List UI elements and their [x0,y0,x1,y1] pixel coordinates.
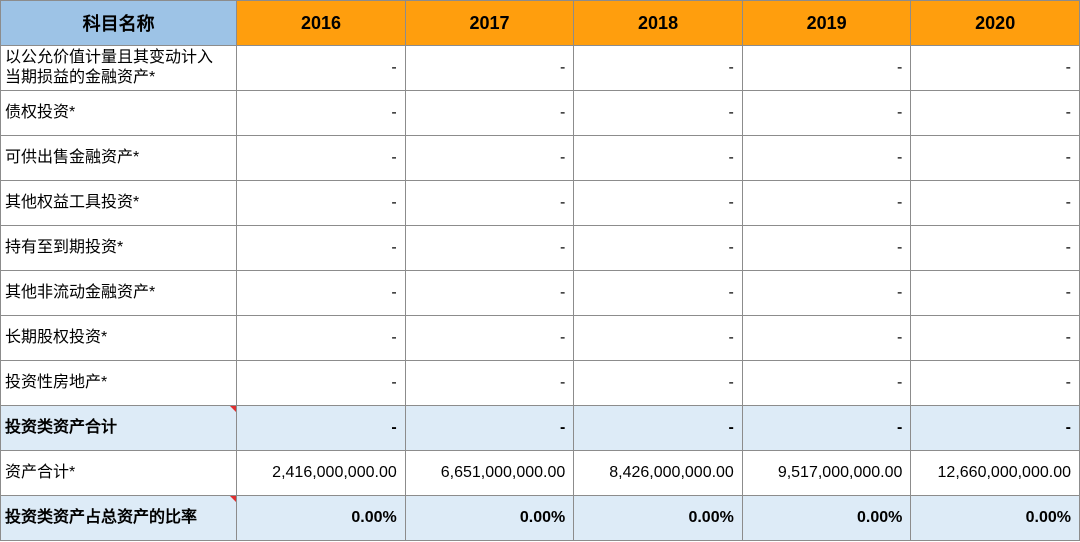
row-label-cell[interactable]: 资产合计* [0,450,238,496]
value-cell[interactable]: 12,660,000,000.00 [910,450,1080,496]
value-cell[interactable]: 0.00% [741,495,912,541]
value-cell[interactable]: - [741,225,912,271]
value-cell[interactable]: - [573,225,743,271]
value-cell[interactable]: - [404,405,575,451]
value-cell[interactable]: - [741,180,912,226]
row-label-text: 投资类资产合计 [5,419,118,436]
value-cell[interactable]: - [404,360,575,406]
row-label-cell[interactable]: 可供出售金融资产* [0,135,238,181]
row-label-cell[interactable]: 投资性房地产* [0,360,238,406]
value-cell[interactable]: - [573,45,743,91]
value-cell[interactable]: - [741,45,912,91]
value-cell[interactable]: - [741,360,912,406]
table-row: 以公允价值计量且其变动计入当期损益的金融资产* - - - - - [0,45,1080,91]
header-cell-year[interactable]: 2018 [573,0,743,46]
value-cell[interactable]: - [573,90,743,136]
row-label-cell[interactable]: 投资类资产合计 [0,405,238,451]
header-cell-year[interactable]: 2020 [910,0,1080,46]
value-cell[interactable]: - [910,315,1080,361]
row-label-cell[interactable]: 长期股权投资* [0,315,238,361]
header-cell-name[interactable]: 科目名称 [0,0,238,46]
comment-marker-icon[interactable] [230,406,236,412]
value-cell[interactable]: 0.00% [236,495,406,541]
value-cell[interactable]: - [573,270,743,316]
value-cell[interactable]: - [404,315,575,361]
header-cell-year[interactable]: 2016 [236,0,406,46]
value-cell[interactable]: - [910,360,1080,406]
value-cell[interactable]: - [573,135,743,181]
value-cell[interactable]: - [404,270,575,316]
value-cell[interactable]: 0.00% [404,495,575,541]
table-row: 长期股权投资* - - - - - [0,315,1080,361]
value-cell[interactable]: - [573,360,743,406]
table-row: 其他权益工具投资* - - - - - [0,180,1080,226]
value-cell[interactable]: - [236,225,406,271]
value-cell[interactable]: - [404,225,575,271]
value-cell[interactable]: - [741,315,912,361]
header-cell-year[interactable]: 2017 [404,0,575,46]
value-cell[interactable]: - [910,270,1080,316]
value-cell[interactable]: - [741,270,912,316]
row-label-cell[interactable]: 其他非流动金融资产* [0,270,238,316]
value-cell[interactable]: - [236,270,406,316]
row-label-cell[interactable]: 投资类资产占总资产的比率 [0,495,238,541]
value-cell[interactable]: - [236,315,406,361]
value-cell[interactable]: - [404,135,575,181]
value-cell[interactable]: 6,651,000,000.00 [404,450,575,496]
value-cell[interactable]: - [404,180,575,226]
value-cell[interactable]: - [236,180,406,226]
ratio-row: 投资类资产占总资产的比率 0.00% 0.00% 0.00% 0.00% 0.0… [0,495,1080,541]
header-cell-year[interactable]: 2019 [741,0,912,46]
value-cell[interactable]: - [741,90,912,136]
value-cell[interactable]: - [404,45,575,91]
value-cell[interactable]: - [236,45,406,91]
row-label-cell[interactable]: 以公允价值计量且其变动计入当期损益的金融资产* [0,45,238,91]
table-row: 资产合计* 2,416,000,000.00 6,651,000,000.00 … [0,450,1080,496]
table-row: 持有至到期投资* - - - - - [0,225,1080,271]
table-row: 投资性房地产* - - - - - [0,360,1080,406]
value-cell[interactable]: - [404,90,575,136]
value-cell[interactable]: - [236,135,406,181]
row-label-text: 投资类资产占总资产的比率 [5,509,198,526]
value-cell[interactable]: - [236,360,406,406]
value-cell[interactable]: - [910,225,1080,271]
value-cell[interactable]: 8,426,000,000.00 [573,450,743,496]
value-cell[interactable]: - [910,405,1080,451]
table-row: 其他非流动金融资产* - - - - - [0,270,1080,316]
value-cell[interactable]: - [236,90,406,136]
value-cell[interactable]: - [573,405,743,451]
value-cell[interactable]: - [741,405,912,451]
table-row: 债权投资* - - - - - [0,90,1080,136]
value-cell[interactable]: - [910,135,1080,181]
value-cell[interactable]: - [910,180,1080,226]
value-cell[interactable]: 9,517,000,000.00 [741,450,912,496]
row-label-cell[interactable]: 持有至到期投资* [0,225,238,271]
value-cell[interactable]: - [236,405,406,451]
header-row: 科目名称 2016 2017 2018 2019 2020 [0,0,1080,46]
value-cell[interactable]: 0.00% [910,495,1080,541]
value-cell[interactable]: 2,416,000,000.00 [236,450,406,496]
comment-marker-icon[interactable] [230,496,236,502]
value-cell[interactable]: 0.00% [573,495,743,541]
value-cell[interactable]: - [910,45,1080,91]
table-row: 可供出售金融资产* - - - - - [0,135,1080,181]
value-cell[interactable]: - [573,180,743,226]
value-cell[interactable]: - [573,315,743,361]
value-cell[interactable]: - [910,90,1080,136]
row-label-cell[interactable]: 债权投资* [0,90,238,136]
summary-row: 投资类资产合计 - - - - - [0,405,1080,451]
row-label-cell[interactable]: 其他权益工具投资* [0,180,238,226]
value-cell[interactable]: - [741,135,912,181]
